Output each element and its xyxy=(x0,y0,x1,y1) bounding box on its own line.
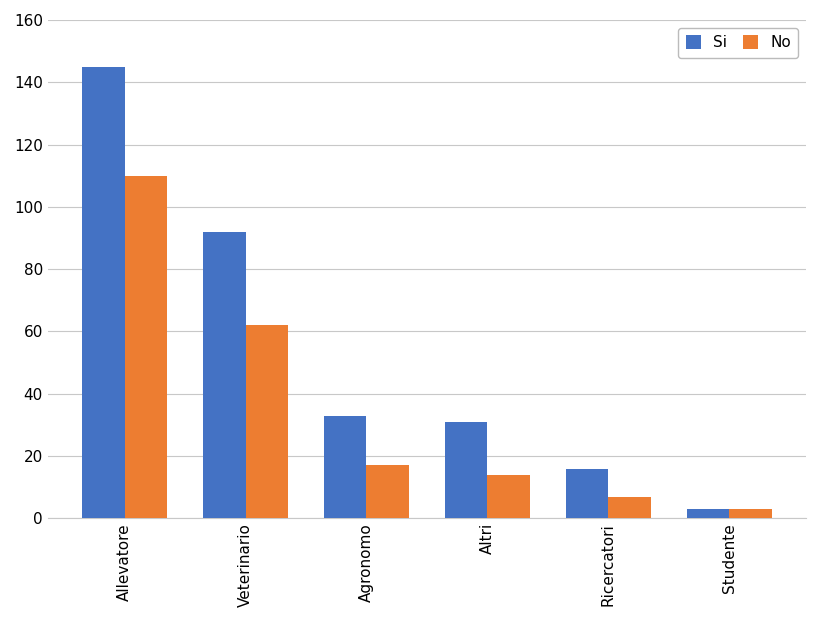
Bar xyxy=(608,497,650,519)
Bar xyxy=(324,415,366,519)
Bar xyxy=(245,325,287,519)
Bar xyxy=(565,468,608,519)
Bar xyxy=(686,509,728,519)
Bar xyxy=(366,465,409,519)
Bar xyxy=(203,232,245,519)
Bar xyxy=(124,176,167,519)
Bar xyxy=(445,422,486,519)
Bar xyxy=(728,509,771,519)
Legend: Si, No: Si, No xyxy=(677,27,798,58)
Bar xyxy=(82,66,124,519)
Bar xyxy=(486,475,529,519)
